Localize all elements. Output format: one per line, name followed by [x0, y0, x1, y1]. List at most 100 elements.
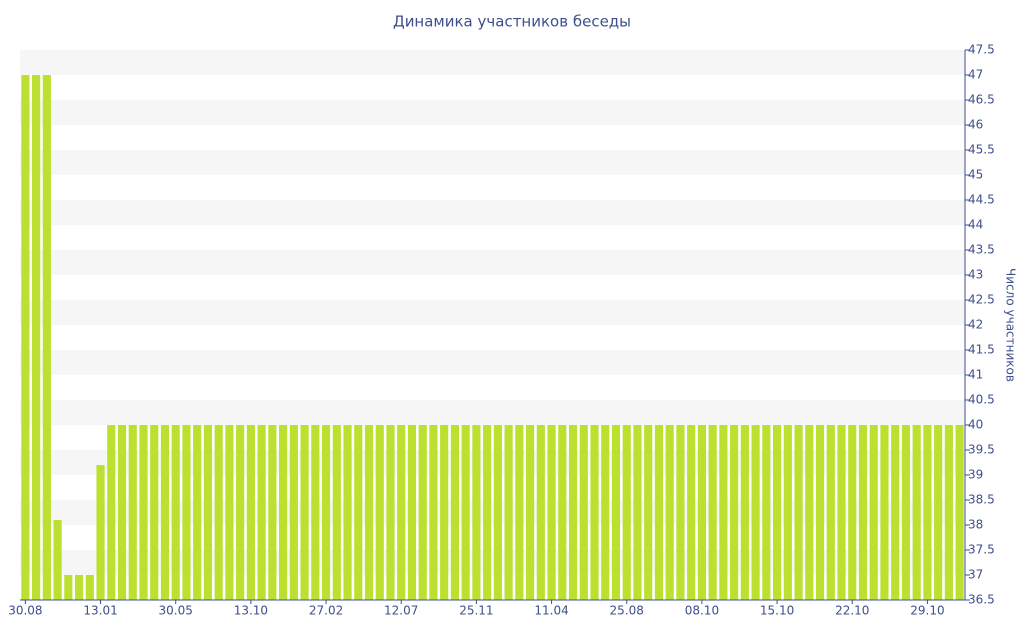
bar — [450, 425, 459, 600]
x-tick-label: 08.10 — [685, 604, 719, 618]
bar — [461, 425, 470, 600]
x-tick-label: 11.04 — [534, 604, 568, 618]
x-tick-label: 13.01 — [83, 604, 117, 618]
bar — [300, 425, 309, 600]
bar — [96, 465, 105, 600]
y-tick-label: 41.5 — [968, 343, 995, 357]
bar — [622, 425, 631, 600]
y-tick-label: 45.5 — [968, 143, 995, 157]
bar — [579, 425, 588, 600]
bar — [697, 425, 706, 600]
grid-band — [20, 350, 965, 375]
y-tick-label: 36.5 — [968, 593, 995, 607]
bar — [708, 425, 717, 600]
bar — [225, 425, 234, 600]
grid-band — [20, 100, 965, 125]
bar — [321, 425, 331, 600]
y-tick-label: 41 — [968, 368, 983, 382]
bar — [472, 425, 481, 600]
bar — [536, 425, 545, 600]
bar — [590, 425, 599, 600]
bar — [117, 425, 127, 600]
bar — [837, 425, 846, 600]
bar — [858, 425, 868, 600]
bar — [665, 425, 674, 600]
x-tick-label: 22.10 — [835, 604, 869, 618]
bar — [214, 425, 223, 600]
bar — [944, 425, 953, 600]
y-tick-label: 40 — [968, 418, 983, 432]
x-tick-label: 15.10 — [760, 604, 794, 618]
bar — [880, 425, 889, 600]
grid-band — [20, 200, 965, 225]
grid-band — [20, 300, 965, 325]
grid-band — [20, 400, 965, 425]
bar — [633, 425, 642, 600]
bar — [815, 425, 825, 600]
bar — [32, 75, 41, 600]
x-tick-label: 30.08 — [8, 604, 42, 618]
y-tick-label: 43 — [968, 268, 983, 282]
x-tick-label: 30.05 — [159, 604, 193, 618]
bar — [354, 425, 363, 600]
y-tick-label: 42 — [968, 318, 983, 332]
bar — [848, 425, 857, 600]
bar — [85, 575, 94, 600]
bar — [719, 425, 728, 600]
y-tick-label: 47.5 — [968, 43, 995, 57]
bar — [397, 425, 406, 600]
bar — [934, 425, 943, 600]
bar — [257, 425, 266, 600]
x-tick-label: 27.02 — [309, 604, 343, 618]
y-axis-label: Число участников — [1004, 268, 1018, 382]
bar — [547, 425, 556, 600]
bar — [644, 425, 653, 600]
bar — [493, 425, 502, 600]
y-tick-label: 47 — [968, 68, 983, 82]
bar — [783, 425, 792, 600]
y-tick-label: 39 — [968, 468, 983, 482]
bar — [826, 425, 835, 600]
y-tick-label: 37.5 — [968, 543, 995, 557]
bar — [128, 425, 137, 600]
bar — [483, 425, 492, 600]
bar — [64, 575, 73, 600]
bar — [193, 425, 202, 600]
bar — [236, 425, 245, 600]
bar — [515, 425, 524, 600]
bar — [343, 425, 352, 600]
bar — [568, 425, 578, 600]
bar — [891, 425, 900, 600]
bar — [289, 425, 298, 600]
bar — [730, 425, 739, 600]
bar — [805, 425, 814, 600]
bar — [912, 425, 921, 600]
bar — [171, 425, 180, 600]
grid-band — [20, 150, 965, 175]
bar — [440, 425, 449, 600]
x-tick-label: 29.10 — [910, 604, 944, 618]
bar — [429, 425, 438, 600]
bar — [246, 425, 255, 600]
y-tick-label: 44.5 — [968, 193, 995, 207]
y-tick-label: 46 — [968, 118, 983, 132]
bar — [407, 425, 417, 600]
bar — [687, 425, 696, 600]
bar — [762, 425, 771, 600]
x-tick-label: 25.08 — [610, 604, 644, 618]
bar — [107, 425, 116, 600]
bar — [772, 425, 782, 600]
bar — [53, 520, 62, 600]
bar — [139, 425, 148, 600]
x-tick-label: 25.11 — [459, 604, 493, 618]
y-tick-label: 46.5 — [968, 93, 995, 107]
bar — [279, 425, 288, 600]
bar — [268, 425, 277, 600]
bar — [375, 425, 384, 600]
y-tick-label: 39.5 — [968, 443, 995, 457]
chart-title: Динамика участников беседы — [393, 13, 631, 31]
bar — [182, 425, 191, 600]
grid-band — [20, 250, 965, 275]
